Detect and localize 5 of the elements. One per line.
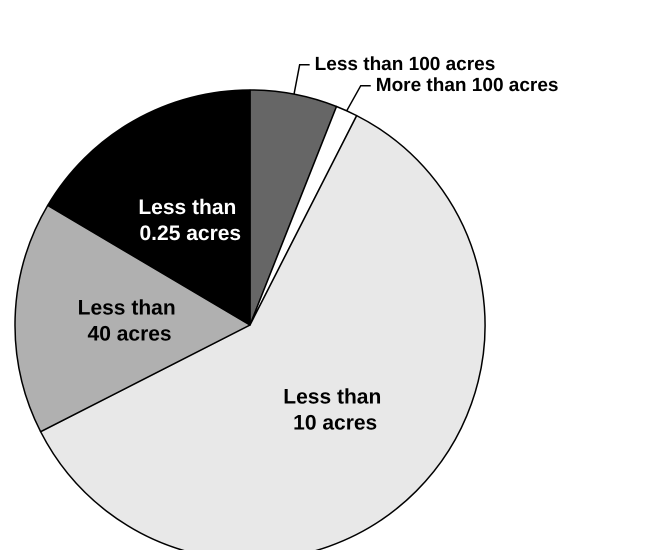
slice-label: Less than 40 acres (78, 296, 182, 346)
slice-label: Less than 0.25 acres (138, 196, 242, 245)
slice-label: More than 100 acres (376, 75, 558, 96)
slice-label: Less than 100 acres (314, 54, 496, 76)
slice-label: Less than 10 acres (283, 386, 388, 435)
